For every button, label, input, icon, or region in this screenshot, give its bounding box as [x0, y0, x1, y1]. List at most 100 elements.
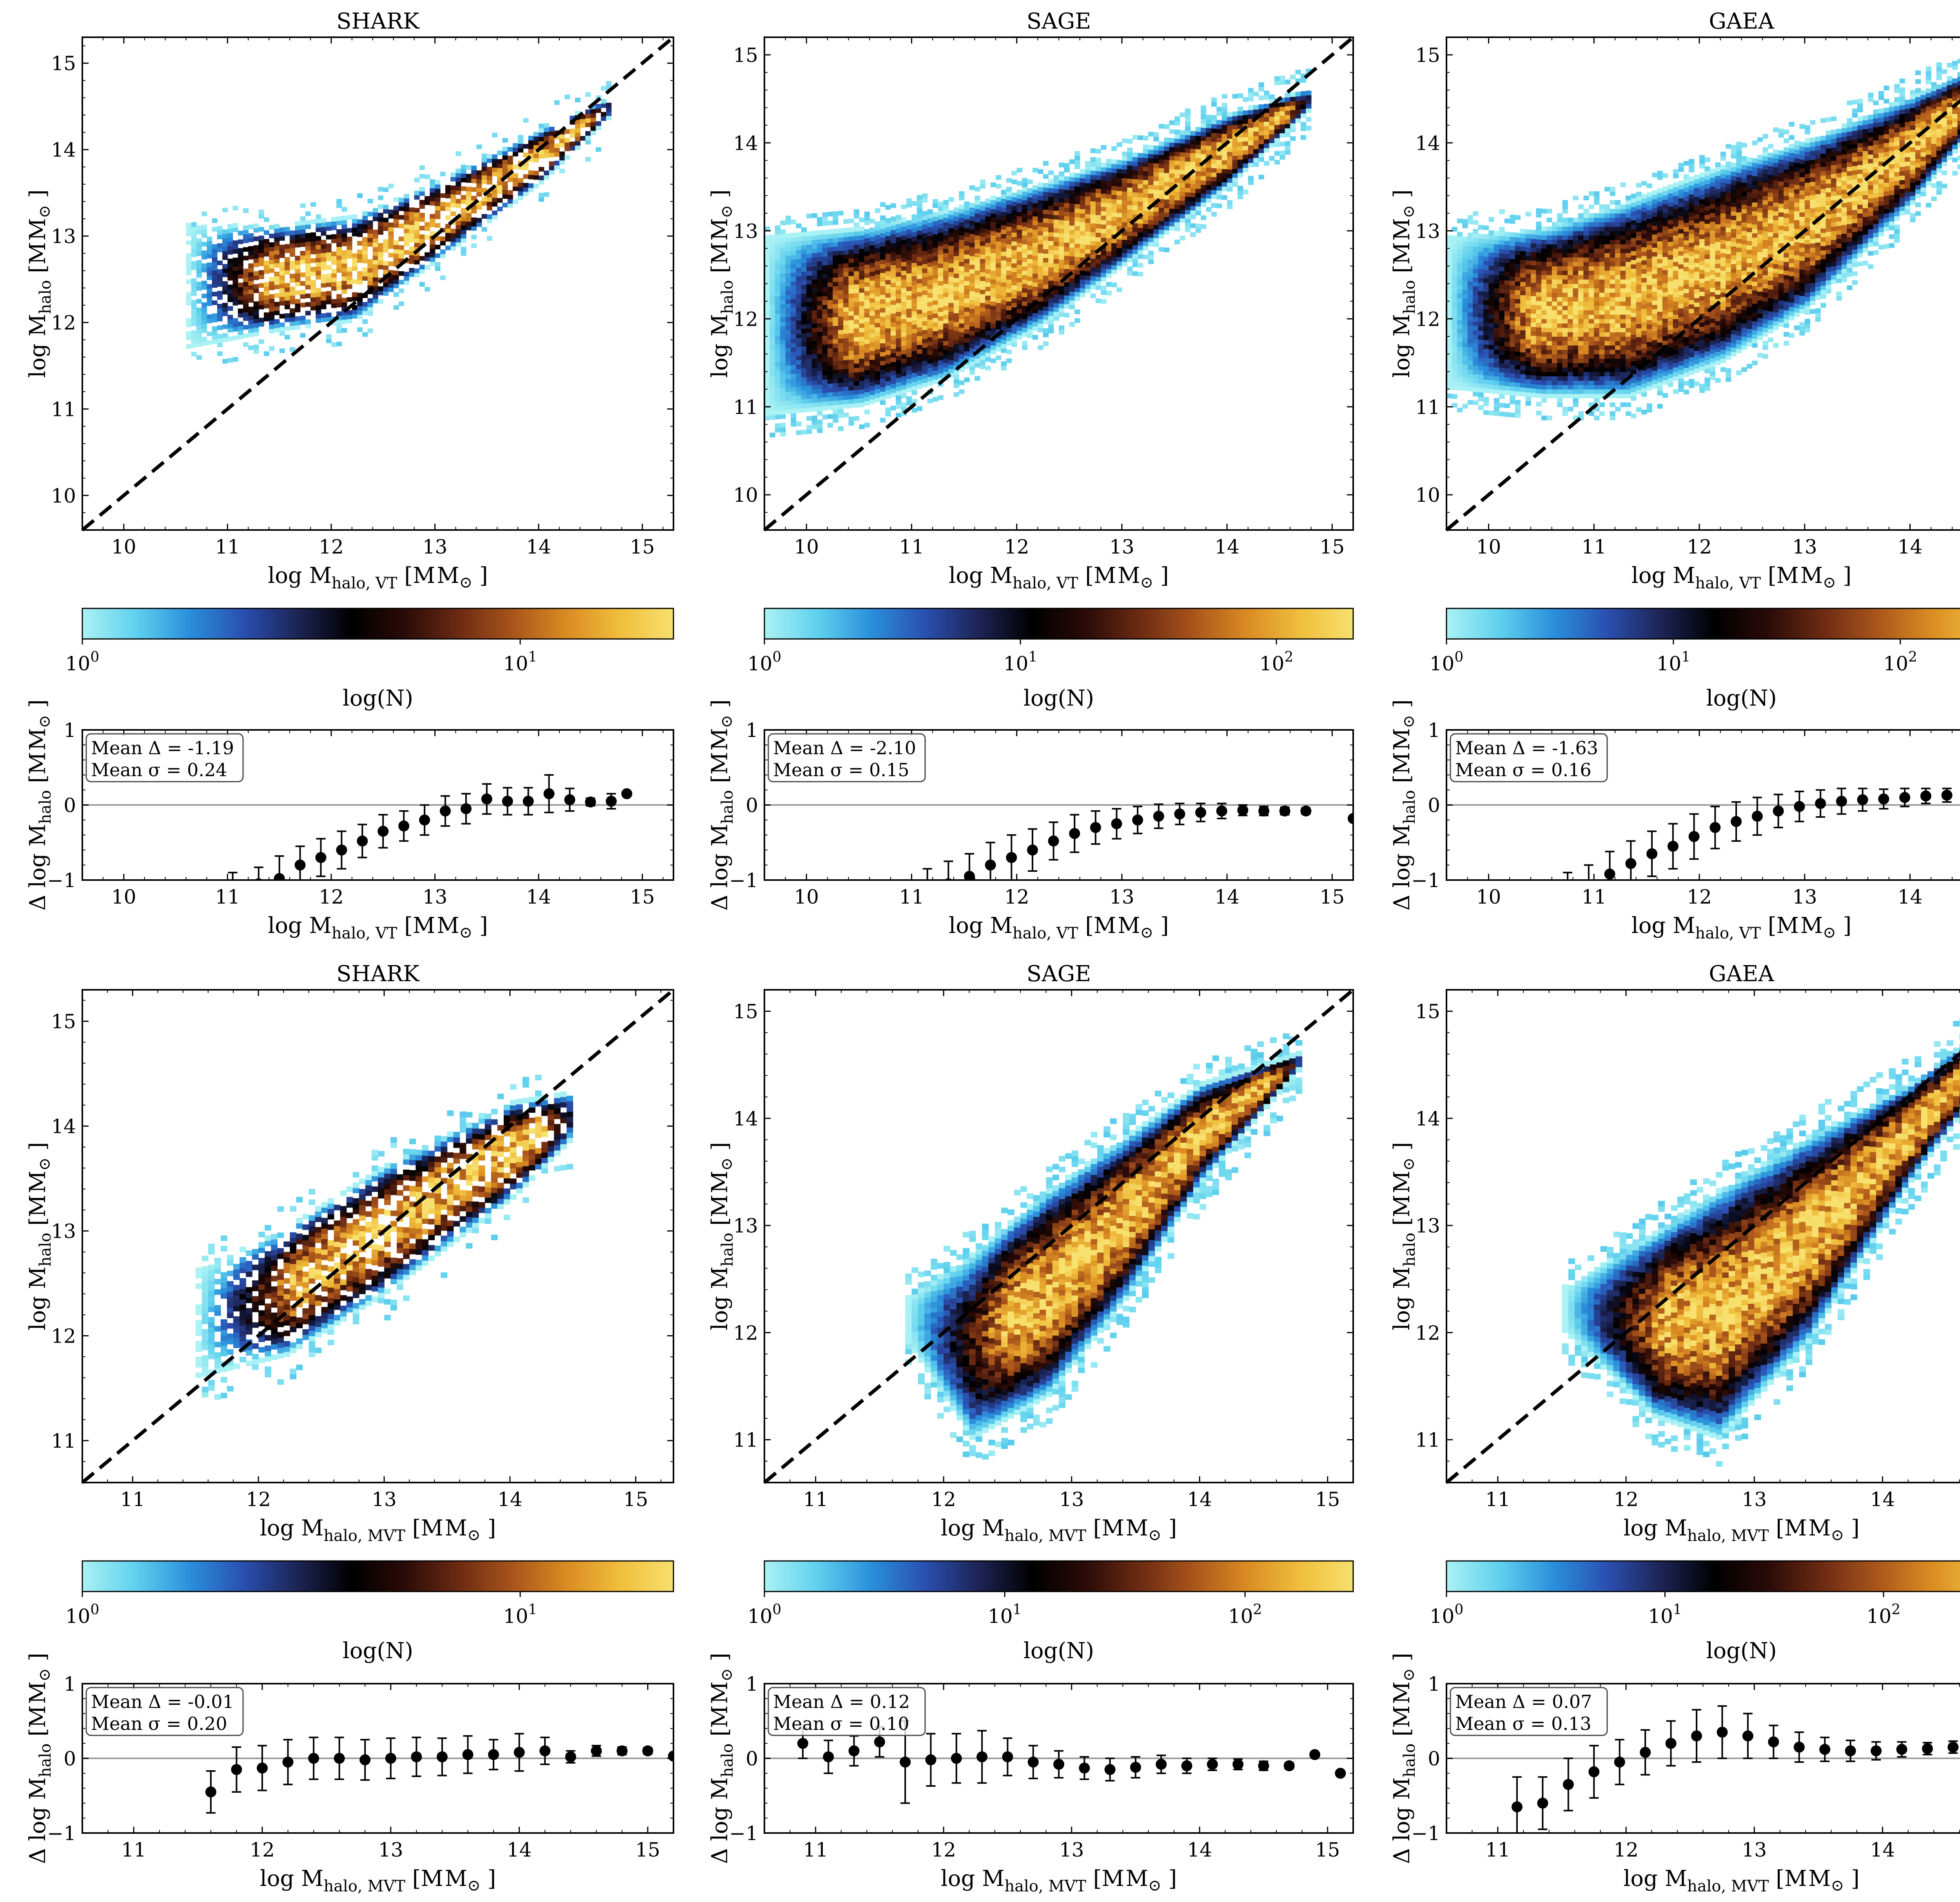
panel-shark-top-res-ytick-label: 0 — [64, 794, 76, 817]
panel-gaea-top-ylabel: log Mhalo [M M⊙ ] — [1389, 189, 1419, 377]
panel-sage-bottom-ytick-label: 11 — [733, 1429, 758, 1452]
data-point — [1181, 1760, 1192, 1771]
panel-shark-top-mean-delta: Mean Δ = -1.19 — [91, 737, 234, 759]
data-point — [1216, 805, 1227, 817]
panel-sage-top-xtick-label: 11 — [899, 535, 924, 558]
data-point — [308, 1753, 319, 1764]
data-point — [1079, 1762, 1090, 1774]
data-point — [1048, 835, 1059, 847]
panel-sage-top-xtick-label: 12 — [1004, 535, 1029, 558]
data-point — [201, 893, 212, 904]
panel-gaea-top-colorbar-bar — [1446, 608, 1960, 640]
panel-sage-bottom-colorbar-tick-label: 100 — [748, 1602, 782, 1628]
data-point — [1604, 868, 1615, 880]
panel-sage-top-colorbar-bar — [764, 608, 1354, 640]
data-point — [1665, 1738, 1677, 1749]
panel-gaea-top-colorbar-tick-label: 100 — [1430, 649, 1464, 675]
data-point — [585, 796, 596, 808]
panel-gaea-top-xtick-label: 10 — [1476, 535, 1501, 558]
panel-shark-top-frame — [82, 36, 674, 531]
panel-sage-top-residual-xlabel: log Mhalo, VT [M M⊙ ] — [949, 913, 1169, 942]
data-point — [1006, 852, 1017, 863]
data-point — [1836, 795, 1847, 807]
panel-shark-bottom-colorbar-label: log(N) — [343, 1638, 413, 1664]
panel-sage-bottom-res-xtick-label: 13 — [1059, 1838, 1084, 1861]
panel-sage-top-residual-ylabel-text: Δ log Mhalo [M M⊙ ] — [707, 699, 737, 911]
panel-sage-bottom-residual-xlabel: log Mhalo, MVT [M M⊙ ] — [941, 1866, 1177, 1895]
data-point — [1563, 1779, 1574, 1790]
data-point — [1640, 1747, 1651, 1758]
panel-sage-top-colorbar: 100 101 102 log(N) — [748, 608, 1354, 711]
panel-shark-bottom-xtick-label: 11 — [120, 1488, 145, 1511]
data-point — [385, 1753, 396, 1764]
data-point — [1153, 811, 1164, 822]
data-point — [1511, 1801, 1523, 1813]
panel-sage-bottom-ytick-label: 13 — [733, 1214, 758, 1237]
panel-gaea-top-res-ytick-label: 0 — [1428, 794, 1440, 817]
panel-sage-top-res-xtick-label: 13 — [1109, 886, 1134, 908]
panel-sage-top-mean-delta: Mean Δ = -2.10 — [773, 737, 916, 759]
data-point — [1845, 1745, 1856, 1757]
panel-shark-bottom-xtick-label: 15 — [623, 1488, 648, 1511]
panel-shark-bottom-xlabel: log Mhalo, MVT [M M⊙ ] — [260, 1515, 496, 1545]
data-point — [1283, 1760, 1295, 1771]
panel-shark-bottom-stats-box — [85, 1687, 244, 1736]
panel-sage-bottom-xtick-label: 11 — [803, 1488, 828, 1511]
panel-sage-top-xtick-label: 13 — [1109, 535, 1134, 558]
data-point — [1878, 793, 1889, 805]
panel-shark-top-residual-ylabel-text: Δ log Mhalo [M M⊙ ] — [25, 699, 54, 911]
panel-sage-top-stats-box — [768, 733, 926, 782]
panel-shark-top-res-ytick-label: 1 — [64, 719, 76, 742]
data-point — [1258, 1760, 1269, 1771]
panel-sage-bottom-title: SAGE — [1027, 961, 1091, 987]
panel-sage-bottom-ytick-label: 15 — [733, 1000, 758, 1023]
panel-shark-top-ytick-label: 14 — [51, 139, 76, 162]
panel-shark-top-colorbar-bar — [82, 608, 674, 640]
panel-gaea-top-colorbar-tick-label: 101 — [1657, 649, 1691, 675]
panel-sage-bottom: SAGE 11 12 13 14 15 11 12 13 14 15 log Mhalo, MVT [… — [707, 961, 1354, 1895]
panel-shark-bottom-ylabel-text: log Mhalo [M M⊙ ] — [25, 1142, 54, 1330]
data-point — [1691, 1730, 1702, 1742]
panel-shark-top-mean-sigma: Mean σ = 0.24 — [91, 759, 227, 780]
panel-sage-bottom-mean-delta: Mean Δ = 0.12 — [773, 1691, 910, 1712]
panel-gaea-top-residual-xlabel: log Mhalo, VT [M M⊙ ] — [1632, 913, 1851, 942]
panel-shark-bottom-title: SHARK — [336, 961, 420, 987]
panel-sage-top-res-ytick-label: 0 — [746, 794, 758, 817]
panel-gaea-bottom-colorbar-tick-label: 102 — [1867, 1602, 1901, 1628]
panel-sage-top-title: SAGE — [1027, 9, 1091, 34]
data-point — [1646, 848, 1658, 859]
panel-sage-top-res-xtick-label: 15 — [1320, 886, 1345, 908]
data-point — [315, 852, 327, 863]
panel-sage-bottom-colorbar-tick-label: 101 — [988, 1602, 1022, 1628]
panel-shark-bottom-residual-xlabel-text: log Mhalo, MVT [M M⊙ ] — [260, 1866, 496, 1895]
data-point — [1002, 1751, 1013, 1762]
panel-shark-bottom-points — [205, 1733, 673, 1814]
data-point — [1941, 789, 1953, 801]
data-point — [642, 1745, 653, 1757]
data-point — [256, 1762, 268, 1774]
data-point — [1896, 1744, 1907, 1755]
panel-sage-top-heatmap — [764, 69, 1312, 437]
panel-shark-top-xtick-label: 13 — [423, 535, 448, 558]
data-point — [1899, 792, 1911, 803]
panel-shark-top-xlabel: log Mhalo, VT [M M⊙ ] — [268, 563, 488, 592]
panel-shark-bottom-colorbar-bar — [82, 1560, 674, 1592]
data-point — [336, 844, 347, 856]
data-point — [874, 1736, 885, 1748]
data-point — [616, 1745, 628, 1757]
panel-shark-bottom-res-ytick-label: −1 — [47, 1822, 76, 1845]
panel-sage-bottom-ylabel: log Mhalo [M M⊙ ] — [707, 1142, 737, 1330]
data-point — [1768, 1736, 1779, 1748]
panel-sage-bottom-ylabel-text: log Mhalo [M M⊙ ] — [707, 1142, 737, 1330]
panel-gaea-bottom-res-xtick-label: 11 — [1485, 1838, 1510, 1861]
panel-gaea-top-ytick-label: 14 — [1415, 132, 1440, 154]
data-point — [1156, 1759, 1167, 1770]
panel-gaea-top-residual-ylabel-text: Δ log Mhalo [M M⊙ ] — [1389, 699, 1419, 911]
data-point — [1857, 794, 1868, 806]
panel-gaea-bottom-residual-ylabel-text: Δ log Mhalo [M M⊙ ] — [1389, 1653, 1419, 1864]
panel-sage-bottom-res-xtick-label: 14 — [1187, 1838, 1212, 1861]
panel-sage-top-ytick-label: 14 — [733, 132, 758, 154]
data-point — [398, 820, 410, 832]
data-point — [1793, 1741, 1805, 1753]
